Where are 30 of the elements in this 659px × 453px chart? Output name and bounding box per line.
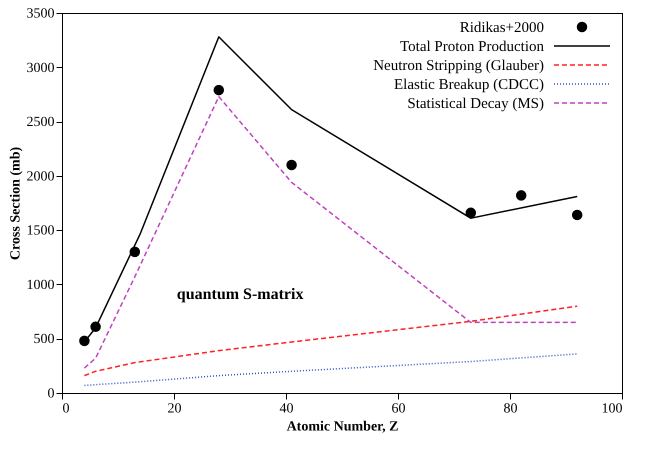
point [466,208,476,218]
legend-label: Statistical Decay (MS) [407,96,544,112]
x-tick-label: 40 [280,402,294,416]
y-tick-label: 500 [34,332,54,348]
point [286,160,297,170]
x-tick-label: 0 [62,402,70,416]
legend-label: Elastic Breakup (CDCC) [394,77,544,93]
y-tick-label: 3000 [26,60,54,76]
legend-label: Total Proton Production [400,39,544,55]
y-tick-label: 2000 [26,169,54,184]
line-series [84,305,578,376]
x-tick-label: 80 [504,402,518,416]
y-tick-label: 3500 [26,6,54,22]
line-series [84,96,578,369]
y-axis-title: Cross Section (mb) [8,146,24,260]
x-tick-label: 20 [168,402,182,416]
point [572,210,582,220]
x-axis-title: Atomic Number, Z [286,420,398,434]
y-tick-label: 2500 [26,115,54,130]
legend-label: Neutron Stripping (Glauber) [373,58,544,74]
y-tick-label: 1500 [26,224,54,239]
x-tick-label: 60 [392,402,406,416]
y-tick-label: 0 [48,386,54,402]
point [516,190,526,201]
annotation: quantum S-matrix [176,286,304,304]
point [214,84,224,96]
legend-label: Ridikas+2000 [460,20,544,36]
y-tick-label: 1000 [26,278,54,293]
x-tick-label: 100 [602,402,622,416]
line-series [84,353,578,386]
